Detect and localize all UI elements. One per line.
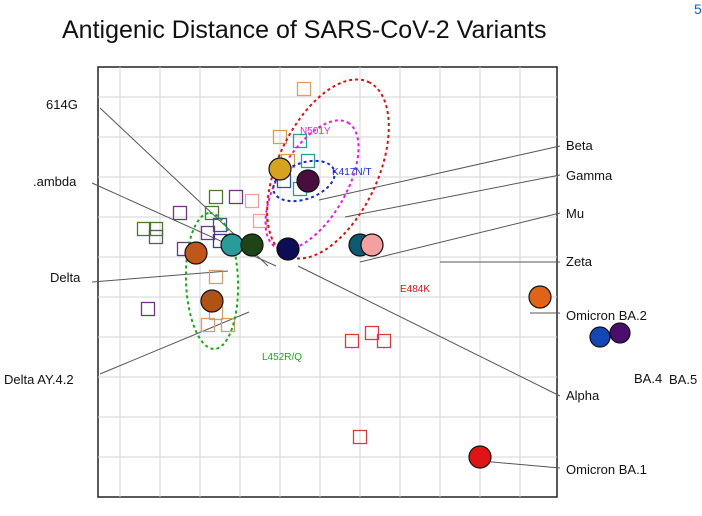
label-614g: 614G (46, 97, 78, 112)
serum-square (352, 429, 368, 445)
serum-square (200, 225, 216, 241)
ellipse-label-n501y: N501Y (300, 126, 331, 137)
serum-square (208, 269, 224, 285)
leader-mu (359, 212, 561, 263)
plot-area (97, 66, 558, 498)
serum-square (148, 229, 164, 245)
label-zeta: Zeta (566, 254, 593, 269)
label-gamma: Gamma (566, 168, 613, 183)
variant-point-lambda (240, 233, 264, 257)
ellipse-n501y (264, 119, 360, 251)
serum-square (364, 325, 380, 341)
chart-title: Antigenic Distance of SARS-CoV-2 Variant… (62, 16, 547, 44)
ellipse-label-k417: K417N/T (332, 167, 371, 178)
serum-square (200, 317, 216, 333)
label-delta: Delta (50, 270, 81, 285)
ellipse-label-l452: L452R/Q (262, 352, 302, 363)
variant-points (184, 157, 631, 469)
gridlines (98, 67, 557, 497)
variant-point-omicron-ba-1 (468, 445, 492, 469)
label-omicron-ba1: Omicron BA.1 (566, 462, 647, 477)
leader-alpha (297, 265, 561, 397)
variant-point-ba-5 (609, 322, 631, 344)
serum-square (344, 333, 360, 349)
leader-delta (91, 270, 229, 283)
serum-square (252, 213, 268, 229)
label-omicron-ba2: Omicron BA.2 (566, 308, 647, 323)
ellipse-labels: N501Y K417N/T E484K L452R/Q (262, 126, 430, 363)
variant-labels: 614G .ambda Delta Delta AY.4.2 Beta Gamm… (4, 97, 697, 477)
leader-beta (318, 145, 561, 201)
serum-square (148, 221, 164, 237)
variant-point-omicron-ba-2 (528, 285, 552, 309)
variant-point-zeta (360, 233, 384, 257)
label-delta-ay: Delta AY.4.2 (4, 372, 74, 387)
serum-square (292, 133, 308, 149)
ellipse-k417n-t (272, 159, 336, 203)
label-ba4: BA.4 (634, 371, 662, 386)
variant-point-beta (268, 157, 292, 181)
label-mu: Mu (566, 206, 584, 221)
serum-square (204, 205, 220, 221)
serum-square (244, 193, 260, 209)
variant-point-gamma (296, 169, 320, 193)
variant-point-alpha (276, 237, 300, 261)
variant-point-ba-4 (589, 326, 611, 348)
serum-square (136, 221, 152, 237)
label-lambda: .ambda (33, 174, 77, 189)
leader-delta-ay (99, 311, 250, 375)
label-beta: Beta (566, 138, 594, 153)
label-ba5: BA.5 (669, 372, 697, 387)
variant-point-delta-ay-4-2 (200, 289, 224, 313)
serum-square (220, 317, 236, 333)
serum-square (140, 301, 156, 317)
ellipse-label-e484k: E484K (400, 284, 430, 295)
corner-mark: 5 (694, 1, 702, 17)
variant-point-delta (184, 241, 208, 265)
serum-square (300, 153, 316, 169)
leader-omicron-ba1 (480, 460, 561, 469)
serum-square (272, 129, 288, 145)
serum-square (208, 189, 224, 205)
leader-gamma (344, 174, 561, 218)
serum-square (172, 205, 188, 221)
label-alpha: Alpha (566, 388, 600, 403)
variant-point-614g (220, 233, 244, 257)
serum-square (228, 189, 244, 205)
ellipse-l452r-q (184, 212, 240, 350)
serum-square (296, 81, 312, 97)
serum-square (376, 333, 392, 349)
